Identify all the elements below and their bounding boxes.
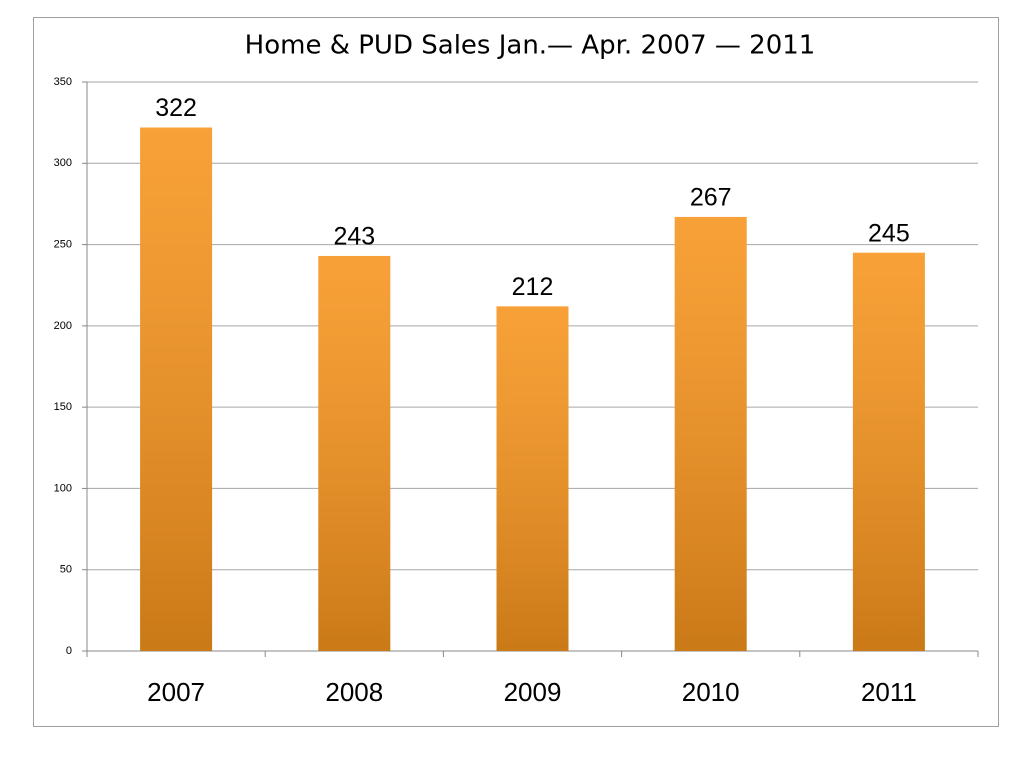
value-label: 322 <box>155 94 197 122</box>
y-tick-label: 50 <box>60 564 72 576</box>
bar-shade <box>852 252 925 651</box>
y-tick-label: 250 <box>54 238 72 250</box>
y-tick-label: 150 <box>54 401 72 413</box>
value-label: 243 <box>333 223 375 251</box>
y-tick-label: 200 <box>54 320 72 332</box>
x-tick-label: 2009 <box>504 677 562 707</box>
x-tick-label: 2008 <box>325 677 383 707</box>
bar-shade <box>140 127 213 651</box>
x-tick-label: 2007 <box>147 677 205 707</box>
x-tick-label: 2010 <box>682 677 740 707</box>
value-label: 212 <box>512 273 554 301</box>
y-tick-label: 350 <box>54 76 72 88</box>
bar-shade <box>496 306 569 651</box>
x-tick-label: 2011 <box>861 677 917 707</box>
y-tick-label: 300 <box>54 157 72 169</box>
value-label: 245 <box>868 219 910 247</box>
bar-shade <box>674 216 747 652</box>
y-tick-label: 0 <box>66 645 72 657</box>
y-tick-label: 100 <box>54 482 72 494</box>
bar-shade <box>318 255 391 652</box>
chart-title: Home & PUD Sales Jan.— Apr. 2007 — 2011 <box>245 31 816 61</box>
value-label: 267 <box>690 184 732 212</box>
